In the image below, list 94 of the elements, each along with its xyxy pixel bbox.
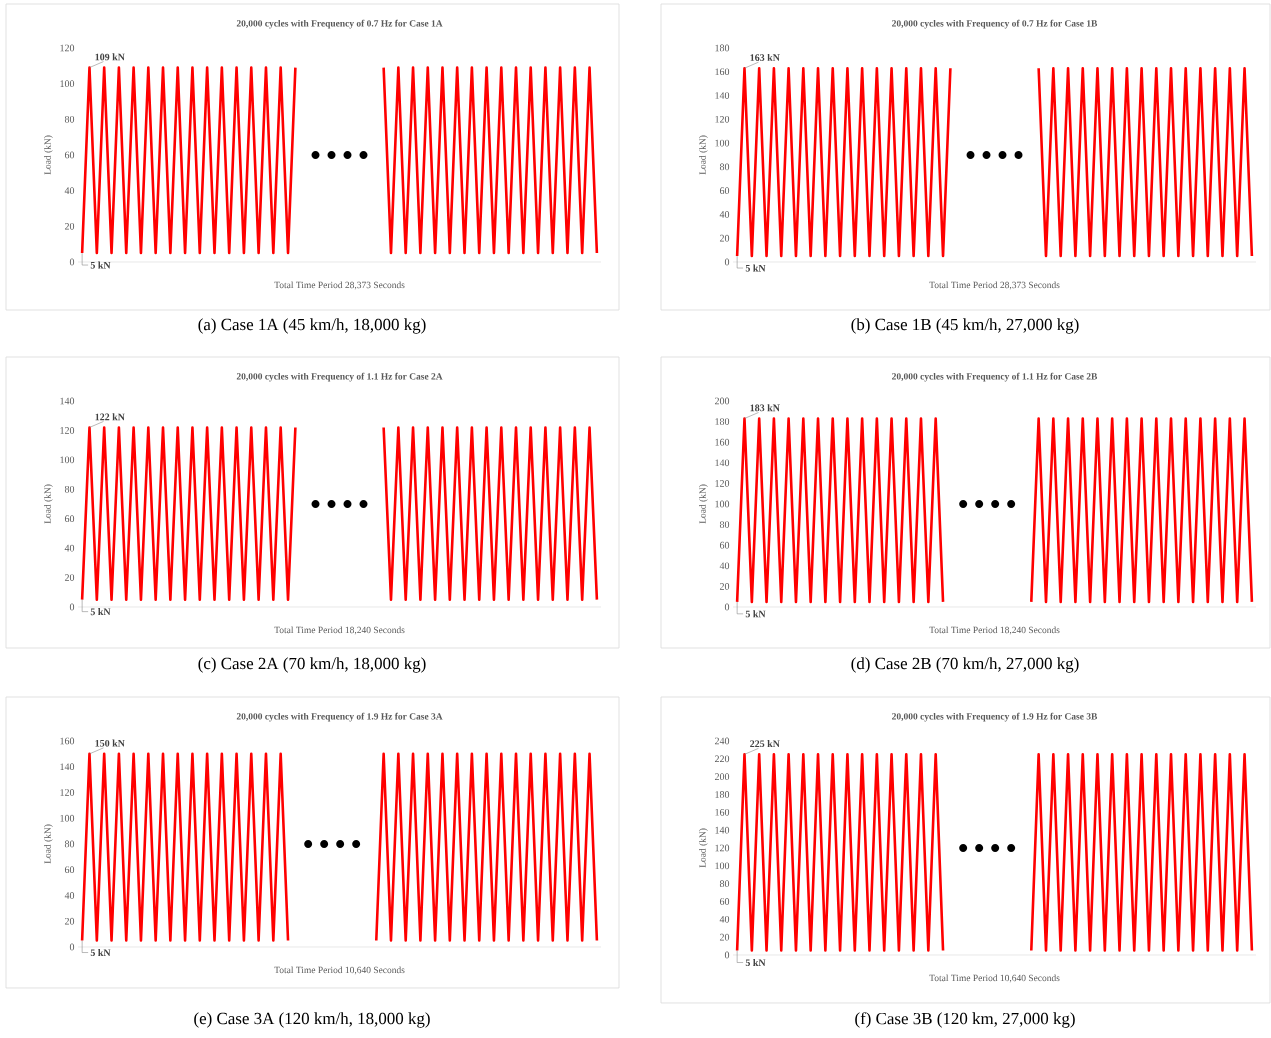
y-tick-label: 0 xyxy=(724,951,730,959)
y-tick-label: 0 xyxy=(69,943,75,951)
chart-title: 20,000 cycles with Frequency of 1.1 Hz for Case 2A xyxy=(236,372,443,382)
y-tick-label: 160 xyxy=(715,438,730,446)
annotation: 5 kN xyxy=(745,959,766,967)
y-tick-label: 60 xyxy=(719,187,730,194)
y-tick-label: 100 xyxy=(715,500,730,508)
y-tick-label: 40 xyxy=(719,562,730,570)
y-tick-label: 120 xyxy=(715,115,730,123)
annotation: 109 kN xyxy=(95,53,125,61)
text: (d) Case 2B (70 km/h, 27,000 kg) xyxy=(851,657,1079,673)
y-tick-label: 120 xyxy=(60,427,75,434)
x-axis-title: Total Time Period 10,640 Seconds xyxy=(274,966,405,975)
y-tick-label: 20 xyxy=(64,917,75,925)
y-tick-label: 20 xyxy=(64,222,75,230)
y-tick-label: 0 xyxy=(69,258,75,266)
y-tick-label: 40 xyxy=(719,915,730,923)
y-tick-label: 100 xyxy=(715,862,730,870)
chart-title: 20,000 cycles with Frequency of 0.7 Hz for Case 1B xyxy=(892,19,1098,29)
y-tick-label: 160 xyxy=(60,737,75,745)
y-tick-label: 20 xyxy=(719,933,730,941)
y-tick-label: 20 xyxy=(64,574,75,581)
y-tick-label: 60 xyxy=(64,151,75,159)
y-tick-label: 0 xyxy=(724,603,730,611)
y-tick-label: 120 xyxy=(715,844,730,852)
y-tick-label: 80 xyxy=(64,115,75,123)
y-tick-label: 200 xyxy=(714,397,730,405)
y-tick-label: 240 xyxy=(714,737,730,745)
y-tick-label: 0 xyxy=(724,258,730,266)
y-tick-label: 100 xyxy=(60,814,75,822)
annotation: 5 kN xyxy=(90,608,111,616)
y-tick-label: 80 xyxy=(719,163,730,171)
annotation: 163 kN xyxy=(750,53,780,61)
chart-title: 20,000 cycles with Frequency of 1.9 Hz for Case 3A xyxy=(236,712,443,722)
y-tick-label: 140 xyxy=(60,763,75,771)
y-tick-label: 120 xyxy=(60,789,75,796)
y-tick-label: 80 xyxy=(719,521,730,528)
x-axis-title: Total Time Period 18,240 Seconds xyxy=(929,626,1060,635)
y-tick-label: 120 xyxy=(60,44,75,52)
y-tick-label: 40 xyxy=(64,187,75,194)
y-tick-label: 160 xyxy=(715,808,730,816)
annotation: 5 kN xyxy=(745,610,766,618)
y-tick-label: 60 xyxy=(719,541,730,549)
y-axis-title: Load (kN) xyxy=(699,484,708,524)
annotation: 122 kN xyxy=(95,413,125,421)
x-axis-title: Total Time Period 28,373 Seconds xyxy=(929,281,1060,290)
y-tick-label: 200 xyxy=(714,773,730,781)
y-tick-label: 80 xyxy=(64,840,75,848)
y-tick-label: 120 xyxy=(715,480,730,487)
y-axis-title: Load (kN) xyxy=(699,135,708,175)
y-axis-title: Load (kN) xyxy=(44,135,53,175)
x-axis-title: Total Time Period 10,640 Seconds xyxy=(929,974,1060,983)
annotation: 5 kN xyxy=(745,264,766,272)
y-tick-label: 60 xyxy=(64,515,75,523)
text: (c) Case 2A (70 km/h, 18,000 kg) xyxy=(198,657,426,673)
y-tick-label: 60 xyxy=(64,866,75,874)
y-tick-label: 60 xyxy=(719,898,730,905)
y-tick-label: 180 xyxy=(715,791,730,798)
y-tick-label: 80 xyxy=(64,485,75,493)
y-axis-title: Load (kN) xyxy=(44,484,53,524)
annotation: 5 kN xyxy=(90,261,111,269)
y-axis-title: Load (kN) xyxy=(699,828,708,868)
text: (e) Case 3A (120 km/h, 18,000 kg) xyxy=(194,1012,430,1028)
text: (a) Case 1A (45 km/h, 18,000 kg) xyxy=(198,318,426,334)
y-tick-label: 100 xyxy=(60,456,75,464)
y-tick-label: 180 xyxy=(715,418,730,425)
text: (f) Case 3B (120 km, 27,000 kg) xyxy=(855,1012,1075,1028)
annotation: 183 kN xyxy=(750,404,780,412)
y-tick-label: 20 xyxy=(719,583,730,590)
x-axis-title: Total Time Period 18,240 Seconds xyxy=(274,626,405,635)
y-tick-label: 180 xyxy=(715,44,730,52)
y-tick-label: 0 xyxy=(69,603,75,611)
chart-title: 20,000 cycles with Frequency of 1.9 Hz for Case 3B xyxy=(892,712,1098,722)
annotation: 5 kN xyxy=(90,949,111,957)
y-tick-label: 140 xyxy=(715,459,730,467)
y-tick-label: 140 xyxy=(715,92,730,99)
y-tick-label: 40 xyxy=(719,211,730,218)
y-tick-label: 140 xyxy=(60,397,75,405)
y-tick-label: 40 xyxy=(64,544,75,552)
annotation: 225 kN xyxy=(750,740,780,748)
y-tick-label: 140 xyxy=(715,826,730,834)
y-tick-label: 100 xyxy=(715,139,730,147)
y-tick-label: 20 xyxy=(719,234,730,242)
y-tick-label: 80 xyxy=(719,880,730,888)
annotation: 150 kN xyxy=(95,739,125,747)
x-axis-title: Total Time Period 28,373 Seconds xyxy=(274,281,405,290)
text: (b) Case 1B (45 km/h, 27,000 kg) xyxy=(851,318,1079,334)
chart-title: 20,000 cycles with Frequency of 1.1 Hz for Case 2B xyxy=(892,372,1098,382)
y-tick-label: 40 xyxy=(64,892,75,899)
y-axis-title: Load (kN) xyxy=(44,824,53,864)
chart-title: 20,000 cycles with Frequency of 0.7 Hz for Case 1A xyxy=(236,19,443,29)
y-tick-label: 220 xyxy=(714,755,730,763)
y-tick-label: 160 xyxy=(715,68,730,76)
y-tick-label: 100 xyxy=(60,80,75,87)
